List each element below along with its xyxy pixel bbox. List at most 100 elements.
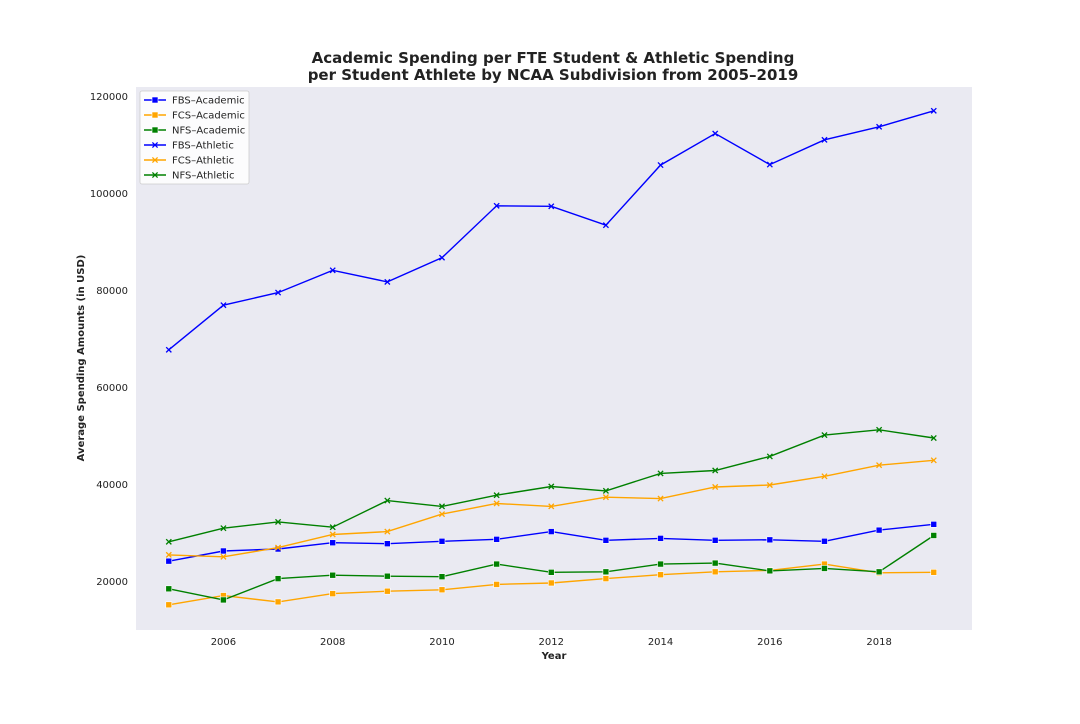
data-point	[548, 503, 555, 510]
data-point	[384, 528, 391, 535]
data-point	[438, 573, 446, 580]
series-fbs-athletic	[165, 107, 937, 353]
data-point	[711, 568, 719, 576]
data-point	[711, 537, 719, 544]
data-point	[548, 483, 555, 490]
data-point	[220, 596, 227, 604]
data-point	[493, 536, 500, 543]
x-tick-label: 2016	[757, 637, 782, 648]
data-point	[930, 457, 937, 464]
data-point	[493, 500, 500, 507]
data-point	[930, 532, 938, 539]
data-point	[493, 560, 500, 568]
data-point	[930, 434, 937, 442]
y-tick-label: 60000	[96, 383, 128, 394]
y-tick-label: 100000	[90, 189, 128, 200]
legend-marker	[151, 171, 159, 179]
data-point	[165, 601, 173, 609]
data-point	[821, 565, 828, 572]
data-point	[329, 539, 337, 547]
data-point	[766, 453, 773, 460]
data-point	[602, 487, 609, 494]
data-point	[657, 495, 664, 502]
legend-marker	[151, 141, 159, 149]
data-point	[657, 161, 664, 169]
data-point	[876, 123, 883, 130]
legend: FBS–Academic FCS–Academic NFS–Academic FBS–…	[139, 90, 250, 185]
data-point	[493, 492, 500, 499]
data-point	[547, 579, 555, 587]
data-point	[821, 432, 828, 439]
legend-label: NFS–Athletic	[172, 171, 234, 182]
data-point	[602, 568, 610, 576]
legend-label: FCS–Academic	[172, 111, 245, 122]
x-tick-label: 2018	[866, 637, 891, 648]
data-point	[766, 536, 774, 544]
y-tick-label: 80000	[96, 286, 128, 297]
data-point	[165, 551, 172, 558]
plot-area	[136, 87, 972, 630]
chart-title-line-2: per Student Athlete by NCAA Subdivision …	[308, 66, 799, 84]
data-point	[547, 528, 555, 535]
data-point	[712, 483, 719, 491]
data-point	[657, 470, 664, 477]
data-point	[165, 557, 173, 565]
data-point	[821, 136, 828, 143]
chart-title-line-1: Academic Spending per FTE Student & Athl…	[312, 49, 795, 67]
data-point	[329, 524, 336, 531]
data-point	[329, 531, 336, 538]
legend-marker	[151, 156, 159, 164]
data-point	[275, 518, 282, 525]
series-fbs-academic	[165, 521, 938, 565]
data-point	[657, 560, 664, 568]
y-tick-label: 20000	[96, 577, 128, 588]
x-tick-label: 2014	[648, 637, 673, 648]
x-tick-label: 2012	[539, 637, 564, 648]
x-tick-label: 2008	[320, 637, 345, 648]
y-tick-label: 40000	[96, 480, 128, 491]
legend-marker	[151, 111, 159, 119]
data-point	[548, 203, 555, 210]
data-point	[220, 547, 227, 555]
data-point	[274, 598, 282, 606]
data-point	[493, 581, 500, 588]
y-tick-label: 120000	[90, 92, 128, 103]
x-tick-label: 2006	[211, 637, 236, 648]
data-point	[821, 473, 828, 480]
data-point	[165, 585, 173, 593]
data-point	[220, 525, 227, 532]
data-point	[602, 575, 610, 582]
data-point	[876, 462, 883, 469]
data-point	[329, 267, 336, 274]
data-point	[930, 521, 938, 528]
data-point	[274, 545, 282, 553]
legend-label: FBS–Academic	[172, 96, 245, 107]
data-point	[602, 494, 609, 501]
legend-label: FCS–Athletic	[172, 156, 234, 167]
data-point	[329, 590, 337, 597]
data-point	[711, 559, 719, 567]
data-point	[766, 481, 773, 489]
data-point	[875, 526, 883, 534]
data-point	[766, 567, 774, 575]
data-point	[220, 302, 227, 309]
legend-label: NFS–Academic	[172, 126, 245, 137]
series-fcs-athletic	[165, 457, 937, 560]
data-point	[875, 568, 883, 576]
data-point	[821, 537, 828, 545]
data-point	[438, 511, 446, 518]
series-nfs-athletic	[165, 426, 937, 545]
data-point	[602, 222, 609, 229]
series-fcs-academic	[165, 560, 938, 609]
data-point	[712, 130, 719, 137]
series-nfs-academic	[165, 532, 938, 604]
legend-box	[139, 90, 250, 185]
data-point	[220, 553, 227, 560]
data-point	[602, 537, 610, 544]
data-point	[274, 575, 282, 582]
data-point	[384, 540, 391, 548]
data-point	[165, 346, 172, 353]
data-point	[384, 587, 391, 595]
